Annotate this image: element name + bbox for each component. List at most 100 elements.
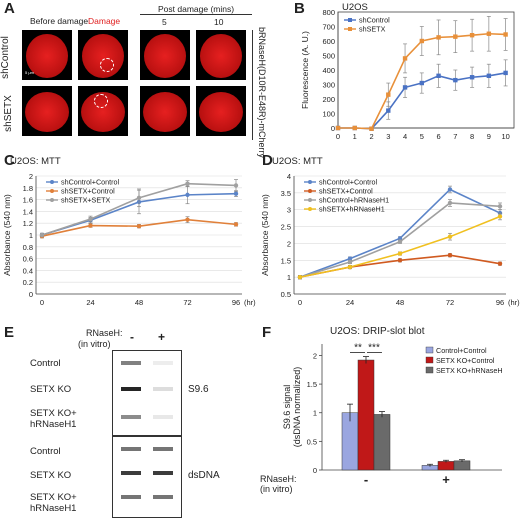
data-point bbox=[347, 264, 353, 270]
bar bbox=[373, 414, 391, 471]
legend-swatch bbox=[425, 346, 434, 354]
row-label-shsetx-wrap: shSETX bbox=[3, 86, 16, 142]
legend-marker bbox=[50, 189, 54, 193]
x-tick-label: 72 bbox=[183, 298, 191, 307]
e-minus: - bbox=[130, 330, 134, 344]
data-point bbox=[233, 222, 239, 227]
x-tick-label: 9 bbox=[487, 132, 491, 140]
chart-d: 0.5 1 1.5 2 2.5 3 3.5 4 0 24 48 72 96 (hr) Absorbance … bbox=[260, 156, 520, 307]
blot-band bbox=[153, 495, 173, 499]
x-tick-label: 48 bbox=[135, 298, 143, 307]
blot-s96 bbox=[112, 350, 182, 436]
data-point bbox=[88, 216, 93, 222]
data-point bbox=[347, 256, 353, 261]
data-point bbox=[397, 258, 403, 263]
blot-dsdna bbox=[112, 436, 182, 518]
data-point bbox=[88, 223, 93, 228]
data-point bbox=[503, 70, 508, 76]
cell-image bbox=[22, 86, 72, 136]
blot-band bbox=[121, 495, 141, 499]
legend-marker bbox=[348, 27, 352, 31]
x-tick-label: 7 bbox=[453, 132, 457, 140]
y-tick-label: 0.2 bbox=[23, 278, 33, 287]
data-point bbox=[436, 73, 441, 78]
y-tick-label: 3.5 bbox=[281, 189, 291, 198]
legend-swatch bbox=[425, 366, 434, 374]
e-row-setx-ko: SETX KO bbox=[30, 384, 72, 395]
data-point bbox=[185, 181, 190, 186]
x-tick-label: 0 bbox=[40, 298, 44, 307]
x-tick-label: 96 bbox=[496, 298, 504, 307]
cell-image bbox=[78, 86, 128, 136]
data-point bbox=[419, 38, 425, 44]
blot-band bbox=[153, 415, 173, 419]
legend-label: shControl+hRNaseH1 bbox=[319, 196, 389, 205]
panel-letter-d: D bbox=[262, 152, 273, 169]
blot-band bbox=[121, 415, 141, 419]
y-tick-label: 2 bbox=[29, 172, 33, 181]
y-tick-label: 1.4 bbox=[23, 207, 33, 216]
legend-label: shSETX+SETX bbox=[61, 196, 111, 205]
data-point bbox=[497, 204, 503, 209]
y-tick-label: 0.8 bbox=[23, 243, 33, 252]
e-row-control: Control bbox=[30, 358, 61, 369]
sig-label: ** bbox=[354, 343, 362, 354]
y-tick-label: 2 bbox=[313, 351, 317, 360]
cell-image bbox=[196, 86, 246, 136]
scale-bar-text: 5 μm bbox=[25, 70, 34, 75]
nucleus bbox=[25, 92, 69, 132]
chart-c: 0 0.2 0.4 0.6 0.8 1 1.2 1.4 1.6 1.8 2 0 24 48 72 96 (hr)… bbox=[2, 156, 256, 307]
nucleus bbox=[199, 92, 243, 132]
legend-label: shControl+Control bbox=[61, 178, 120, 187]
row-label-shcontrol: shControl bbox=[0, 36, 11, 79]
post-damage-bracket bbox=[140, 14, 252, 15]
f-plus: + bbox=[442, 472, 450, 487]
post-time-5: 5 bbox=[162, 17, 167, 27]
nucleus bbox=[144, 34, 186, 78]
blot-band bbox=[121, 447, 141, 451]
bar bbox=[453, 460, 471, 471]
legend-label: shControl bbox=[359, 16, 390, 25]
col-before-damage: Before damage bbox=[30, 16, 89, 26]
legend-label: shControl+Control bbox=[319, 178, 378, 187]
legend-marker bbox=[348, 18, 352, 22]
side-label-wrap: bRNaseH(D10R-E48R)-mCherry bbox=[256, 27, 270, 158]
data-point bbox=[136, 223, 142, 229]
e-rnaseh-sub: (in vitro) bbox=[78, 339, 111, 349]
e-row-setx-ko-plus: SETX KO+ bbox=[30, 408, 77, 419]
data-point bbox=[447, 200, 453, 206]
damage-circle bbox=[94, 94, 108, 108]
legend-marker bbox=[308, 180, 312, 184]
y-tick-label: 0.5 bbox=[307, 437, 317, 446]
legend-marker bbox=[308, 207, 312, 211]
data-point bbox=[497, 261, 503, 266]
y-tick-label: 800 bbox=[322, 8, 335, 17]
x-tick-label: 96 bbox=[232, 298, 240, 307]
y-tick-label: 2 bbox=[287, 239, 291, 248]
row-label-shcontrol-wrap: shControl bbox=[0, 30, 16, 86]
y-tick-label: 0.6 bbox=[23, 255, 33, 264]
y-tick-label: 600 bbox=[322, 37, 335, 46]
data-point bbox=[447, 253, 453, 258]
data-point bbox=[335, 125, 341, 131]
e-s96-label: S9.6 bbox=[188, 384, 209, 395]
data-point bbox=[386, 92, 391, 97]
y-tick-label: 0 bbox=[313, 466, 317, 475]
y-tick-label: 700 bbox=[322, 23, 335, 32]
sig-label: *** bbox=[368, 343, 380, 354]
data-point bbox=[436, 35, 441, 40]
e-row-control: Control bbox=[30, 446, 61, 457]
x-tick-label: 0 bbox=[298, 298, 302, 307]
y-tick-label: 100 bbox=[322, 110, 335, 119]
legend-marker bbox=[50, 198, 54, 202]
data-point bbox=[447, 234, 453, 239]
x-tick-label: 4 bbox=[403, 132, 407, 140]
e-row-setx-ko: SETX KO bbox=[30, 470, 72, 481]
data-point bbox=[185, 217, 190, 222]
e-dsdna-label: dsDNA bbox=[188, 470, 220, 481]
x-tick-label: 24 bbox=[346, 298, 354, 307]
nucleus bbox=[26, 34, 68, 78]
data-point bbox=[397, 239, 403, 244]
y-tick-label: 3 bbox=[287, 206, 291, 215]
blot-band bbox=[153, 361, 173, 365]
